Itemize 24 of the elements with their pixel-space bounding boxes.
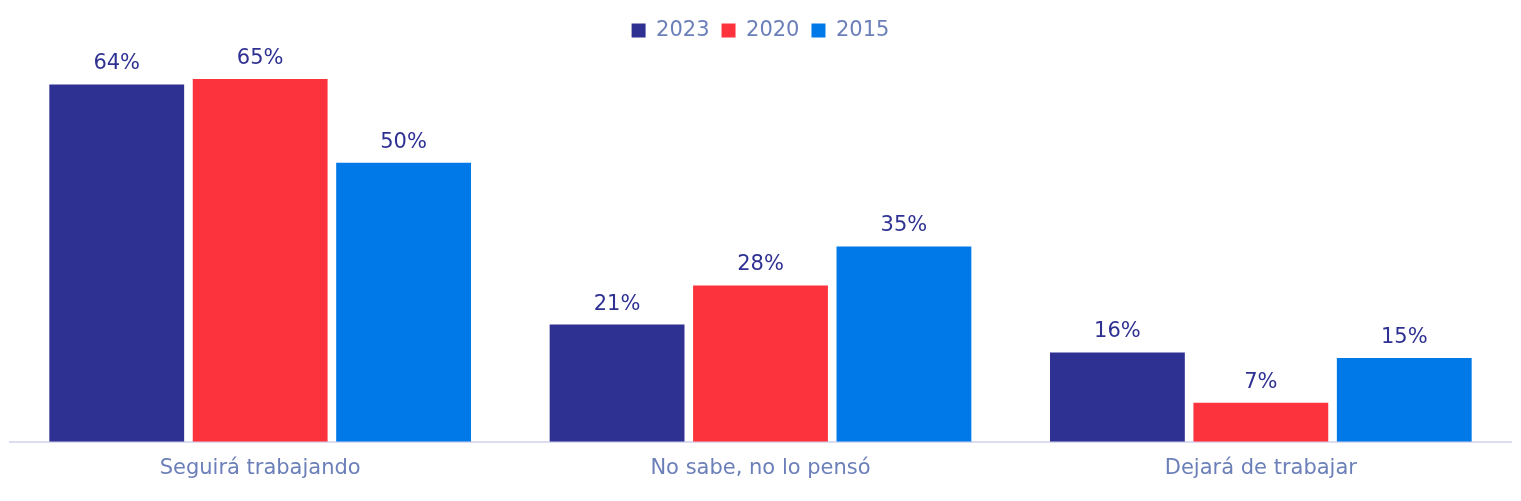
data-label: 7% bbox=[1244, 368, 1278, 393]
data-label: 28% bbox=[737, 251, 784, 276]
data-label: 16% bbox=[1094, 318, 1141, 343]
bar bbox=[549, 324, 685, 442]
x-tick-label: No sabe, no lo pensó bbox=[650, 454, 871, 479]
bar bbox=[336, 162, 472, 442]
data-label: 21% bbox=[593, 290, 641, 315]
data-label: 15% bbox=[1380, 324, 1428, 349]
bar bbox=[49, 84, 185, 442]
data-label: 35% bbox=[880, 212, 928, 237]
x-tick-label: Seguirá trabajando bbox=[159, 454, 361, 479]
bar bbox=[1336, 358, 1472, 442]
legend-label: 2015 bbox=[835, 16, 890, 41]
bar bbox=[1193, 402, 1329, 442]
bar bbox=[1049, 352, 1185, 442]
data-label: 50% bbox=[380, 128, 427, 153]
bar bbox=[192, 78, 328, 442]
bar bbox=[693, 285, 828, 442]
x-tick-label: Dejará de trabajar bbox=[1164, 454, 1358, 479]
bar bbox=[836, 246, 972, 442]
data-label: 64% bbox=[93, 50, 141, 75]
data-label: 65% bbox=[236, 44, 284, 69]
legend-label: 2023 bbox=[656, 16, 710, 41]
legend-label: 2020 bbox=[746, 16, 800, 41]
